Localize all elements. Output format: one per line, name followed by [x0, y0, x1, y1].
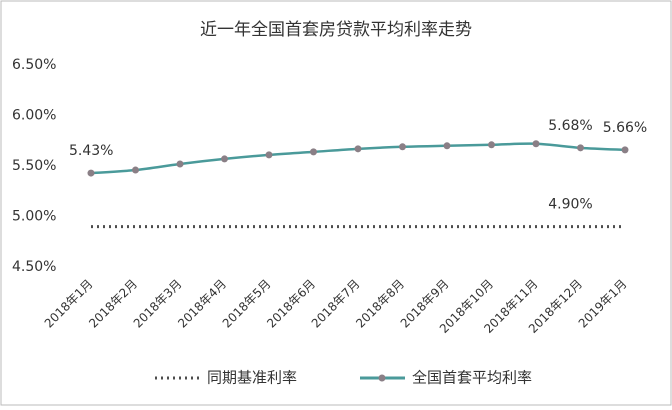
- data-point: [221, 155, 228, 163]
- y-tick-label: 4.50%: [12, 259, 56, 275]
- legend-label: 全国首套平均利率: [412, 369, 532, 387]
- chart-title: 近一年全国首套房贷款平均利率走势: [200, 20, 472, 40]
- data-point: [132, 166, 139, 174]
- data-point: [577, 144, 584, 152]
- y-tick-label: 5.50%: [12, 158, 56, 174]
- data-point: [87, 169, 95, 177]
- data-point: [265, 151, 273, 159]
- data-point: [488, 141, 495, 149]
- data-point: [176, 160, 184, 168]
- y-tick-label: 6.00%: [12, 108, 56, 124]
- data-point: [399, 143, 406, 151]
- y-tick-label: 5.00%: [12, 209, 56, 225]
- data-label: 4.90%: [548, 197, 592, 213]
- data-point: [621, 146, 629, 154]
- data-point: [443, 142, 451, 150]
- y-tick-label: 6.50%: [12, 57, 56, 73]
- data-point: [354, 145, 362, 153]
- data-label: 5.66%: [603, 120, 647, 136]
- legend-marker: [378, 374, 386, 382]
- data-label: 5.43%: [69, 143, 113, 159]
- data-point: [532, 140, 540, 148]
- legend-label: 同期基准利率: [207, 369, 297, 387]
- data-point: [310, 148, 317, 156]
- data-label: 5.68%: [548, 118, 592, 134]
